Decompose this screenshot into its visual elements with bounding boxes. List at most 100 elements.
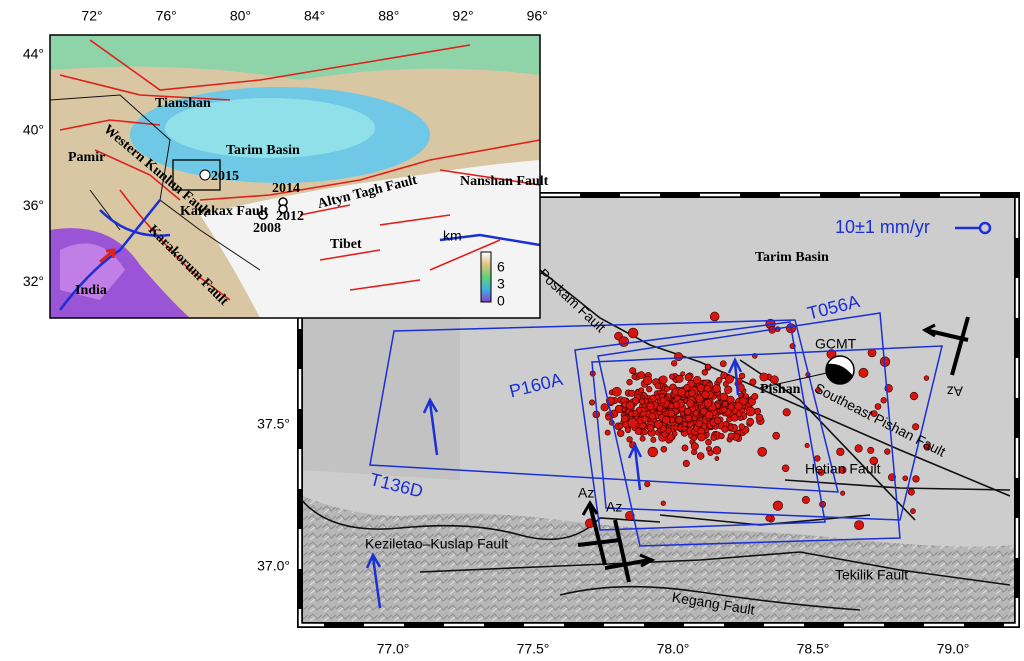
earthquake (910, 508, 916, 514)
earthquake (660, 500, 666, 506)
earthquake (923, 375, 930, 381)
earthquake (654, 382, 662, 390)
earthquake (685, 414, 693, 423)
earthquake (700, 407, 708, 416)
beachball-quadrant (825, 363, 853, 385)
earthquake (629, 367, 637, 375)
earthquake (770, 375, 779, 384)
inset-frame (49, 34, 541, 319)
lon-tick-label: 78.5° (797, 641, 830, 657)
event-year: 2008 (253, 221, 281, 236)
lat-tick-label: 37.5° (257, 416, 290, 432)
lon-tick-label: 84° (304, 8, 325, 24)
earthquake (643, 375, 653, 386)
earthquake (639, 398, 646, 405)
earthquake (880, 397, 887, 404)
earthquake (801, 496, 810, 504)
earthquake (617, 422, 624, 429)
earthquake (781, 464, 790, 473)
earthquake (631, 373, 638, 380)
earthquake (757, 447, 768, 457)
town-label: Pishan (760, 382, 801, 397)
earthquake (639, 435, 646, 442)
earthquake (697, 432, 706, 442)
earthquake (659, 425, 667, 433)
fault-label: Hetian Fault (805, 461, 881, 477)
earthquake (614, 404, 624, 414)
earthquake (765, 514, 773, 522)
earthquake (686, 399, 695, 408)
event-beachball (258, 210, 268, 220)
lon-tick-label: 88° (378, 8, 399, 24)
earthquake (671, 360, 678, 367)
earthquake (637, 371, 646, 379)
earthquake (631, 397, 640, 405)
earthquake (738, 423, 745, 430)
velocity-scale-error (978, 221, 992, 235)
earthquake (654, 420, 663, 429)
earthquake (721, 425, 729, 433)
foothill-relief (300, 300, 460, 480)
fault-line (299, 497, 661, 541)
earthquake (705, 363, 712, 370)
earthquake (701, 390, 710, 399)
earthquake (772, 500, 784, 511)
earthquake (738, 372, 746, 380)
earthquake (626, 436, 633, 443)
fault-line (739, 359, 916, 521)
earthquake (600, 403, 609, 412)
fault-line (94, 149, 181, 201)
region-label: Tarim Basin (226, 143, 300, 158)
earthquake (836, 447, 845, 456)
fault-line (539, 269, 1011, 497)
fault-label: Tekilik Fault (835, 567, 908, 583)
earthquake (674, 352, 683, 362)
event-year: 2015 (211, 169, 239, 184)
earthquake (854, 444, 863, 453)
earthquake (858, 367, 869, 378)
velocity-arrow (365, 552, 382, 609)
earthquake (712, 384, 721, 393)
earthquake (719, 360, 727, 368)
earthquake (628, 389, 636, 397)
earthquake (656, 404, 664, 412)
earthquake (690, 442, 699, 451)
lat-tick-label: 37.0° (257, 558, 290, 574)
earthquake (660, 445, 668, 453)
inset-faults (59, 39, 541, 301)
earthquake-cluster (585, 311, 931, 531)
earthquake (618, 336, 630, 347)
elevation-tick-label: 3 (497, 276, 505, 292)
earthquake (684, 373, 693, 382)
earthquake (854, 520, 865, 531)
earthquake (648, 412, 657, 420)
earthquake (683, 384, 691, 391)
earthquake (638, 387, 645, 394)
earthquake (659, 397, 667, 404)
earthquake (714, 456, 720, 461)
fault-label: Keziletao–Kuslap Fault (365, 536, 508, 552)
earthquake (691, 434, 698, 441)
inset-map: Tianshan Tarim Basin Pamir Western Kunlu… (49, 34, 549, 319)
track-footprint (591, 345, 943, 521)
lon-tick-label: 92° (452, 8, 473, 24)
axis-labels: 72° 76° 80° 84° 88° 92° 96° 44° 40° 36° 32° 630 77.0… (23, 8, 970, 657)
lon-tick-label: 96° (527, 8, 548, 24)
azimuth-arrow-head (921, 323, 936, 338)
velocity-arrow (627, 442, 643, 491)
study-area-box (172, 159, 221, 191)
earthquake (604, 429, 611, 436)
earthquake (641, 415, 649, 423)
earthquake (681, 444, 689, 452)
event-beachball (278, 204, 288, 214)
azimuth-arrow (924, 316, 970, 376)
mechanism-label: GCMT (815, 336, 857, 352)
earthquake (730, 414, 739, 422)
plate-motion-arrow (99, 248, 116, 264)
lat-tick-label: 44° (23, 46, 44, 62)
earthquake (672, 401, 680, 409)
earthquake (666, 433, 675, 441)
lon-tick-label: 80° (230, 8, 251, 24)
earthquake (874, 403, 882, 410)
earthquake (621, 415, 629, 423)
